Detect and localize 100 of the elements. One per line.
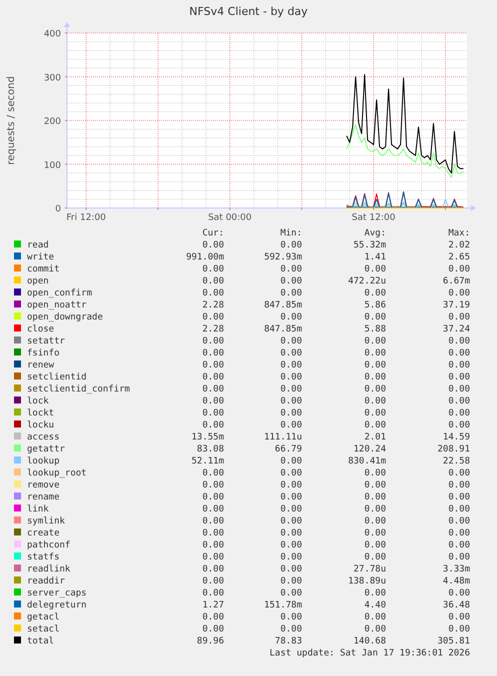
text: 151.78m <box>264 600 302 610</box>
text: 0.00 <box>364 396 386 406</box>
text: 847.85m <box>264 300 302 310</box>
text: 0.00 <box>364 528 386 538</box>
legend-label: symlink <box>27 516 66 526</box>
text: 0.00 <box>202 588 224 598</box>
text: 0.00 <box>280 420 302 430</box>
text: 52.11m <box>191 456 224 466</box>
text: 5.88 <box>364 324 386 334</box>
text: 0.00 <box>280 264 302 274</box>
text: 0.00 <box>202 576 224 586</box>
text: 208.91 <box>437 444 470 454</box>
text: 0.00 <box>202 564 224 574</box>
text: 0.00 <box>280 240 302 250</box>
legend-label: locku <box>27 420 54 430</box>
legend-label: statfs <box>27 552 60 562</box>
text: 0.00 <box>364 372 386 382</box>
text: 14.59 <box>442 432 470 442</box>
text: 0.00 <box>280 312 302 322</box>
text: 0.00 <box>202 552 224 562</box>
x-tick-label: Fri 12:00 <box>66 213 106 223</box>
text: 4.48m <box>442 576 470 586</box>
x-tick-label: Sat 12:00 <box>352 213 396 223</box>
text: 0.00 <box>202 420 224 430</box>
text: 305.81 <box>437 636 470 646</box>
text: 0.00 <box>448 312 470 322</box>
text: 1.41 <box>364 252 386 262</box>
text: 0.00 <box>280 528 302 538</box>
text: 0.00 <box>364 612 386 622</box>
text: 0.00 <box>202 540 224 550</box>
text: 0.00 <box>202 516 224 526</box>
legend-label: rename <box>27 492 60 502</box>
text: 0.00 <box>280 516 302 526</box>
text: 3.33m <box>442 564 470 574</box>
text: 1.27 <box>202 600 224 610</box>
legend-label: readlink <box>27 564 71 574</box>
text: 0.00 <box>448 624 470 634</box>
text: 0.00 <box>202 384 224 394</box>
text: 0.00 <box>202 612 224 622</box>
text: 0.00 <box>280 552 302 562</box>
text: Max: <box>448 228 470 238</box>
legend-label: readdir <box>27 576 66 586</box>
text: 0.00 <box>448 384 470 394</box>
text: 0.00 <box>364 480 386 490</box>
text: 0.00 <box>448 420 470 430</box>
legend-label: link <box>27 504 50 514</box>
legend-label: fsinfo <box>27 348 60 358</box>
text: Min: <box>280 228 302 238</box>
legend-label: open_confirm <box>27 288 92 298</box>
text: 0.00 <box>202 372 224 382</box>
text: 0.00 <box>448 264 470 274</box>
text: 0.00 <box>202 348 224 358</box>
text: 472.22u <box>348 276 386 286</box>
text: 0.00 <box>280 396 302 406</box>
text: 0.00 <box>280 288 302 298</box>
legend-label: renew <box>27 360 55 370</box>
text: 111.11u <box>264 432 302 442</box>
text: 0.00 <box>448 408 470 418</box>
legend-label: setclientid_confirm <box>27 384 130 394</box>
legend-label: getacl <box>27 612 60 622</box>
text: 0.00 <box>280 504 302 514</box>
text: 27.78u <box>353 564 386 574</box>
text: 0.00 <box>448 516 470 526</box>
text: 5.86 <box>364 300 386 310</box>
text: 55.32m <box>353 240 386 250</box>
text: 22.58 <box>442 456 470 466</box>
text: 0.00 <box>448 360 470 370</box>
text: 0.00 <box>202 528 224 538</box>
text: 0.00 <box>280 408 302 418</box>
text: 830.41m <box>348 456 386 466</box>
text: 0.00 <box>364 312 386 322</box>
legend-label: setclientid <box>27 372 87 382</box>
text: 0.00 <box>280 540 302 550</box>
text: 991.00m <box>186 252 224 262</box>
text: 36.48 <box>442 600 470 610</box>
text: 0.00 <box>202 408 224 418</box>
text: 0.00 <box>202 492 224 502</box>
text: 66.79 <box>274 444 302 454</box>
text: 0.00 <box>280 612 302 622</box>
text: 0.00 <box>448 504 470 514</box>
legend-label: read <box>27 240 49 250</box>
text: 0.00 <box>364 336 386 346</box>
legend-label: server_caps <box>27 588 87 598</box>
text: 0.00 <box>202 288 224 298</box>
text: 0.00 <box>364 288 386 298</box>
legend-label: remove <box>27 480 60 490</box>
text: 0.00 <box>364 540 386 550</box>
text: 0.00 <box>364 360 386 370</box>
text: 140.68 <box>353 636 386 646</box>
text: 0.00 <box>364 624 386 634</box>
text: 0.00 <box>448 552 470 562</box>
y-tick-label: 300 <box>44 73 62 84</box>
legend-label: create <box>27 528 60 538</box>
text: 0.00 <box>202 264 224 274</box>
text: 0.00 <box>364 504 386 514</box>
text: 0.00 <box>280 360 302 370</box>
text: 0.00 <box>448 372 470 382</box>
text: 0.00 <box>280 456 302 466</box>
text: 0.00 <box>448 588 470 598</box>
legend-label: open_downgrade <box>27 312 103 322</box>
